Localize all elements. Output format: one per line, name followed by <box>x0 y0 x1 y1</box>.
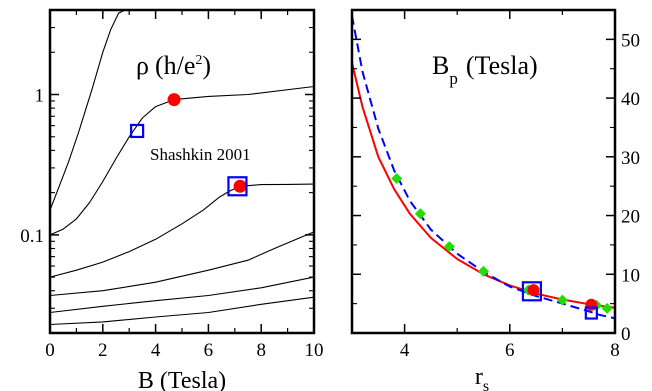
right-panel: 4 6 80 10 20 30 40 50 Bp (Tesla) rs <box>350 8 640 391</box>
left-x-tick-label-0: 0 <box>45 340 55 361</box>
rho-units-sup: 2 <box>195 53 202 68</box>
green-diamond-point-3 <box>443 241 455 253</box>
red-circle-marker-2 <box>585 298 598 311</box>
red-circle-marker-1 <box>527 284 540 297</box>
bp-main: B <box>432 51 449 80</box>
right-y-tick-label-4: 40 <box>621 89 640 110</box>
rs-main: r <box>475 364 483 390</box>
blue-square-marker-4 <box>584 306 598 320</box>
rho-curve-1 <box>49 9 126 211</box>
rs-sub: s <box>483 378 489 391</box>
left-y-tick-label-0: 0.1 <box>20 226 44 247</box>
left-y-tick-label-1: 1 <box>35 86 45 107</box>
green-diamond-point-1 <box>391 173 403 185</box>
left-x-tick-label-4: 8 <box>256 340 266 361</box>
left-annotation: ρ (h/e2) <box>136 51 211 80</box>
rho-units: (h/e <box>155 51 195 80</box>
source-annotation: Shashkin 2001 <box>150 145 251 164</box>
right-annotation: Bp (Tesla) <box>432 51 538 88</box>
right-y-tick-label-2: 20 <box>621 207 640 228</box>
blue-square-marker-3 <box>521 281 542 302</box>
bp-units: (Tesla) <box>466 51 538 80</box>
right-x-tick-label-0: 4 <box>400 340 410 361</box>
left-x-tick-label-2: 4 <box>151 340 161 361</box>
left-x-tick-label-1: 2 <box>98 340 108 361</box>
rho-units-close: ) <box>202 51 211 80</box>
right-plot-frame <box>350 8 617 335</box>
left-ticks: 0 2 4 6 8 10 0.1 1 <box>20 9 324 361</box>
right-x-tick-label-2: 8 <box>610 340 620 361</box>
rho-curve-6 <box>49 296 315 326</box>
right-y-tick-label-1: 10 <box>621 265 640 286</box>
rho-curve-2 <box>49 85 315 236</box>
right-y-tick-label-3: 30 <box>621 148 640 169</box>
blue-dashed-curve <box>351 15 616 320</box>
left-curves <box>49 9 315 326</box>
rho-symbol: ρ <box>136 51 149 80</box>
green-diamond-point-4 <box>478 265 489 277</box>
right-y-tick-label-5: 50 <box>621 30 640 51</box>
blue-square-marker-4 <box>227 176 248 197</box>
left-x-axis-label: B (Tesla) <box>138 368 226 391</box>
left-x-tick-label-3: 6 <box>204 340 214 361</box>
right-markers <box>391 173 613 320</box>
right-x-axis-label: rs <box>475 364 489 391</box>
green-diamond-point-2 <box>414 208 426 220</box>
rho-curve-4 <box>49 231 315 297</box>
red-circle-marker-1 <box>167 93 181 107</box>
left-panel: 0 2 4 6 8 100.11 ρ (h/e2) Shashkin 2001 B (Tes… <box>20 8 324 391</box>
green-diamond-point-6 <box>556 294 568 306</box>
bp-sub: p <box>449 69 458 88</box>
blue-square-marker-3 <box>130 123 145 139</box>
left-x-tick-label-5: 10 <box>305 340 324 361</box>
green-diamond-point-8 <box>601 302 613 314</box>
right-y-tick-label-0: 0 <box>621 324 631 345</box>
right-x-tick-label-1: 6 <box>505 340 515 361</box>
rho-curve-5 <box>49 276 315 314</box>
red-circle-marker-2 <box>233 179 247 193</box>
rho-curve-3 <box>49 183 315 278</box>
right-ticks: 4 6 80 10 20 30 40 50 <box>351 10 640 361</box>
left-markers <box>130 93 248 197</box>
